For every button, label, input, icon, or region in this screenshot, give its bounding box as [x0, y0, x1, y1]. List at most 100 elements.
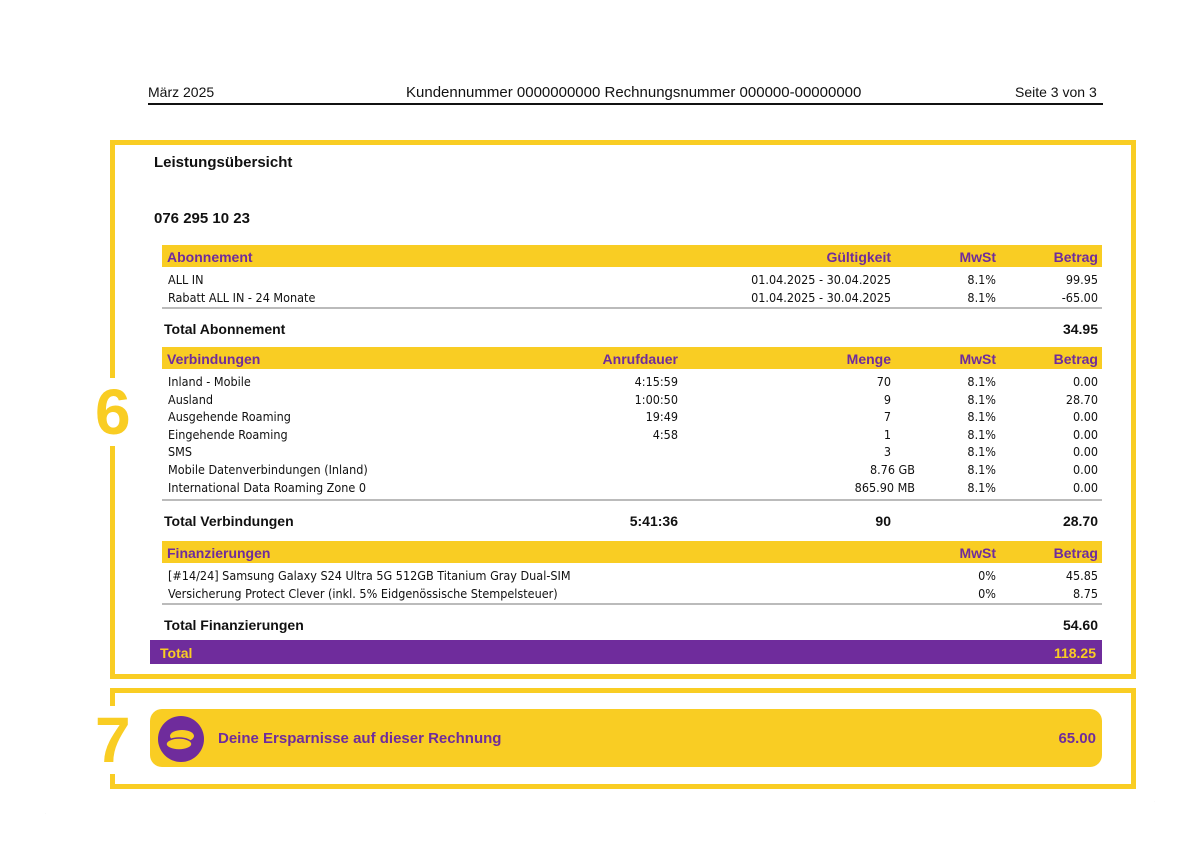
- table-cell: Ausgehende Roaming: [168, 409, 291, 425]
- savings-banner: Deine Ersparnisse auf dieser Rechnung 65…: [150, 709, 1102, 767]
- table-cell: 8.1%: [967, 374, 996, 389]
- coins-icon: [158, 716, 204, 762]
- column-header: Betrag: [1053, 545, 1098, 561]
- savings-value: 65.00: [1058, 730, 1096, 747]
- table-cell: SMS: [168, 444, 192, 460]
- table-cell: 8.1%: [967, 409, 996, 425]
- table-cell: Rabatt ALL IN - 24 Monate: [168, 289, 316, 305]
- table-row: Ausgehende Roaming 19:49 7 8.1% 0.00: [162, 408, 1102, 426]
- table-cell: -65.00: [1061, 289, 1098, 305]
- table-cell: ALL IN: [168, 272, 204, 287]
- table-cell: 0.00: [1072, 462, 1098, 477]
- table-cell: 19:49: [645, 409, 678, 425]
- column-header: Gültigkeit: [826, 249, 891, 265]
- table-cell: 01.04.2025 - 30.04.2025: [751, 272, 891, 287]
- table-row: Rabatt ALL IN - 24 Monate 01.04.2025 - 30…: [162, 289, 1102, 307]
- total-cell: Total Finanzierungen: [164, 617, 304, 633]
- table-cell: 8.1%: [967, 426, 996, 442]
- column-header: Betrag: [1053, 351, 1098, 367]
- table-cell: [#14/24] Samsung Galaxy S24 Ultra 5G 512…: [168, 568, 571, 583]
- column-header: MwSt: [959, 545, 996, 561]
- column-header: Anrufdauer: [602, 351, 678, 367]
- table-cell: 8.1%: [967, 444, 996, 460]
- verb-header: Verbindungen Anrufdauer Menge MwSt Betrag: [162, 347, 1102, 369]
- fin-total-row: Total Finanzierungen 54.60: [162, 613, 1102, 633]
- table-row: [#14/24] Samsung Galaxy S24 Ultra 5G 512…: [162, 567, 1102, 585]
- table-cell: 8.75: [1072, 585, 1098, 601]
- column-header: Verbindungen: [167, 351, 261, 367]
- table-cell: International Data Roaming Zone 0: [168, 479, 367, 495]
- table-cell: 28.70: [1065, 391, 1098, 407]
- verb-divider: [162, 499, 1102, 501]
- customer-invoice-number: Kundennummer 0000000000 Rechnungsnummer …: [406, 84, 862, 101]
- table-cell: Eingehende Roaming: [168, 426, 288, 442]
- column-header: MwSt: [959, 249, 996, 265]
- total-cell: Total Verbindungen: [164, 513, 294, 529]
- column-header: Betrag: [1053, 249, 1098, 265]
- abo-total-row: Total Abonnement 34.95: [162, 317, 1102, 337]
- table-cell: 8.1%: [967, 391, 996, 407]
- annotation-number-7: 7: [95, 704, 131, 776]
- table-row: Ausland 1:00:50 9 8.1% 28.70: [162, 391, 1102, 409]
- table-cell: Versicherung Protect Clever (inkl. 5% Ei…: [168, 585, 558, 601]
- table-cell: 0.00: [1072, 479, 1098, 495]
- table-cell: 0%: [978, 568, 996, 583]
- table-row: Inland - Mobile 4:15:59 70 8.1% 0.00: [162, 373, 1102, 391]
- total-cell: 5:41:36: [629, 513, 678, 529]
- grand-total-value: 118.25: [1053, 645, 1096, 661]
- grand-total-label: Total: [160, 645, 193, 661]
- column-header: Finanzierungen: [167, 545, 271, 561]
- annotation-number-6: 6: [95, 376, 131, 448]
- table-row: International Data Roaming Zone 0 865.90 …: [162, 479, 1102, 497]
- page-number: Seite 3 von 3: [1015, 84, 1097, 100]
- table-cell: 0.00: [1072, 444, 1098, 460]
- table-cell: 0.00: [1072, 374, 1098, 389]
- table-row: Versicherung Protect Clever (inkl. 5% Ei…: [162, 585, 1102, 603]
- table-cell: 0%: [978, 585, 996, 601]
- savings-label: Deine Ersparnisse auf dieser Rechnung: [218, 730, 502, 747]
- table-cell: 8.76 GB: [869, 462, 915, 477]
- table-cell: 865.90 MB: [854, 479, 915, 495]
- table-cell: 45.85: [1065, 568, 1098, 583]
- table-cell: 8.1%: [967, 272, 996, 287]
- verb-total-row: Total Verbindungen 5:41:36 90 28.70: [162, 509, 1102, 529]
- fin-header: Finanzierungen MwSt Betrag: [162, 541, 1102, 563]
- table-row: SMS 3 8.1% 0.00: [162, 443, 1102, 461]
- abo-header: Abonnement Gültigkeit MwSt Betrag: [162, 245, 1102, 267]
- table-cell: 3: [883, 444, 891, 460]
- column-header: Abonnement: [167, 249, 253, 265]
- table-cell: 0.00: [1072, 426, 1098, 442]
- table-row: ALL IN 01.04.2025 - 30.04.2025 8.1% 99.95: [162, 271, 1102, 289]
- table-cell: 8.1%: [967, 289, 996, 305]
- table-cell: Inland - Mobile: [168, 374, 251, 389]
- table-cell: Ausland: [168, 391, 213, 407]
- table-cell: 1:00:50: [634, 391, 678, 407]
- abo-divider: [162, 307, 1102, 309]
- total-cell: 90: [875, 513, 891, 529]
- table-cell: 0.00: [1072, 409, 1098, 425]
- fin-divider: [162, 603, 1102, 605]
- table-cell: Mobile Datenverbindungen (Inland): [168, 462, 368, 477]
- table-row: Eingehende Roaming 4:58 1 8.1% 0.00: [162, 426, 1102, 444]
- column-header: MwSt: [959, 351, 996, 367]
- table-cell: 99.95: [1065, 272, 1098, 287]
- total-cell: 34.95: [1062, 321, 1098, 337]
- total-cell: Total Abonnement: [164, 321, 286, 337]
- table-cell: 7: [883, 409, 891, 425]
- header-divider: [148, 103, 1103, 105]
- table-cell: 4:58: [652, 426, 678, 442]
- section-title: Leistungsübersicht: [154, 154, 293, 171]
- table-cell: 4:15:59: [634, 374, 678, 389]
- total-cell: 54.60: [1062, 617, 1098, 633]
- phone-number: 076 295 10 23: [154, 210, 250, 227]
- table-cell: 70: [876, 374, 891, 389]
- table-cell: 9: [883, 391, 891, 407]
- table-cell: 01.04.2025 - 30.04.2025: [751, 289, 891, 305]
- invoice-month: März 2025: [148, 84, 215, 100]
- table-cell: 8.1%: [967, 479, 996, 495]
- total-cell: 28.70: [1062, 513, 1098, 529]
- table-cell: 1: [883, 426, 891, 442]
- grand-total-bar: Total 118.25: [150, 640, 1102, 664]
- column-header: Menge: [846, 351, 891, 367]
- table-row: Mobile Datenverbindungen (Inland) 8.76 GB…: [162, 461, 1102, 479]
